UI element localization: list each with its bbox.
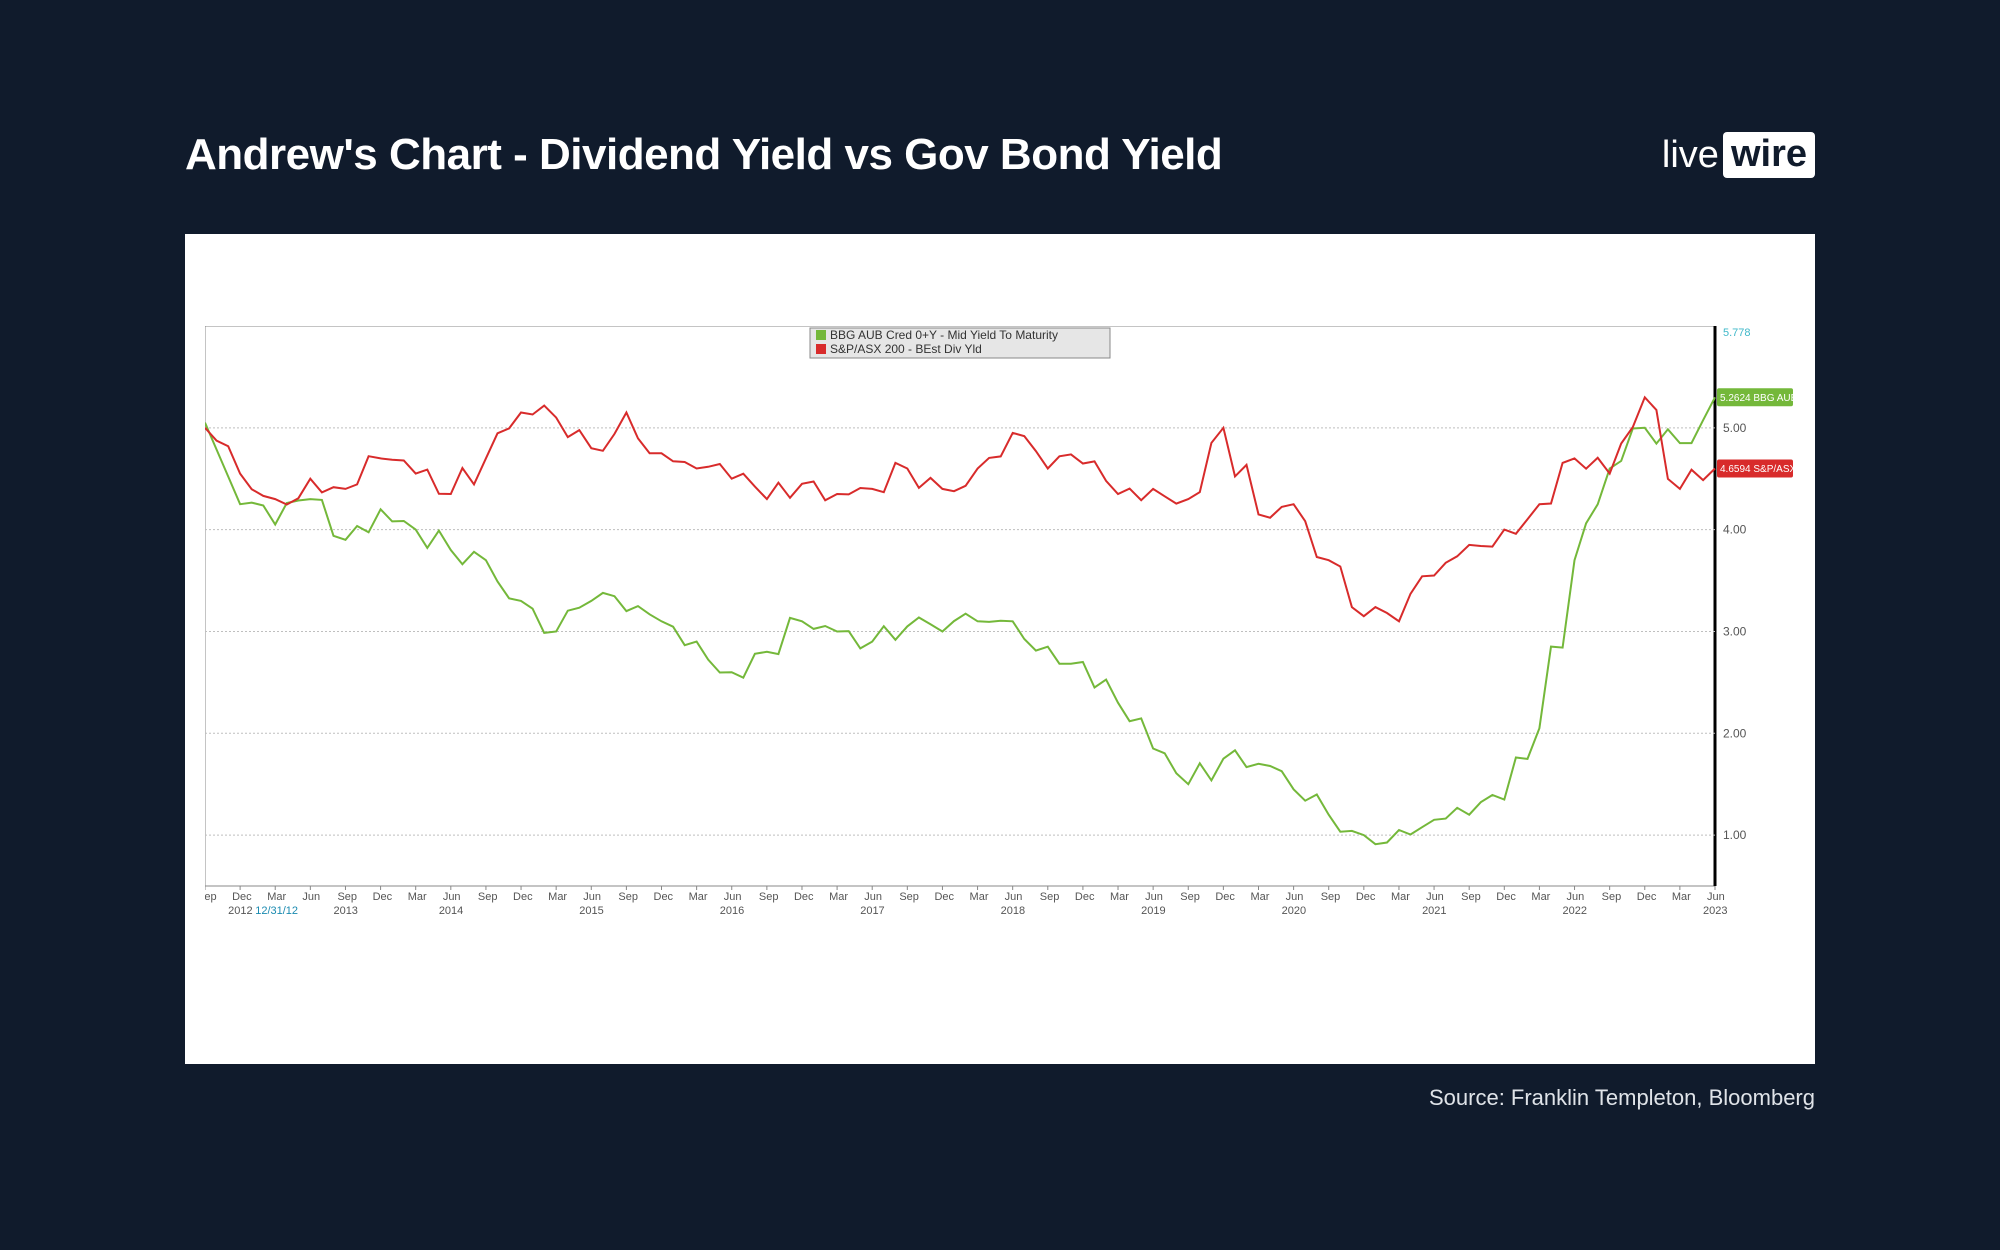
svg-text:Sep: Sep bbox=[899, 891, 919, 903]
page-title: Andrew's Chart - Dividend Yield vs Gov B… bbox=[185, 130, 1222, 180]
svg-text:Jun: Jun bbox=[1707, 891, 1725, 903]
svg-text:Dec: Dec bbox=[1496, 891, 1516, 903]
svg-text:2021: 2021 bbox=[1422, 905, 1446, 917]
svg-text:Dec: Dec bbox=[794, 891, 814, 903]
svg-text:Jun: Jun bbox=[302, 891, 320, 903]
chart-card: 1.00 2.00 3.00 4.00 5.00 5.778 Sep Dec 2012 Mar 12… bbox=[185, 234, 1815, 1064]
svg-text:Sep: Sep bbox=[1180, 891, 1200, 903]
svg-text:2015: 2015 bbox=[579, 905, 603, 917]
svg-text:3.00: 3.00 bbox=[1723, 624, 1747, 638]
svg-text:Sep: Sep bbox=[478, 891, 498, 903]
logo-live-text: live bbox=[1662, 134, 1719, 177]
svg-text:BBG AUB Cred 0+Y - Mid Yield T: BBG AUB Cred 0+Y - Mid Yield To Maturity bbox=[830, 328, 1058, 342]
svg-text:Dec: Dec bbox=[373, 891, 393, 903]
svg-text:Sep: Sep bbox=[759, 891, 779, 903]
svg-text:2013: 2013 bbox=[333, 905, 357, 917]
svg-text:Sep: Sep bbox=[618, 891, 638, 903]
svg-text:2017: 2017 bbox=[860, 905, 884, 917]
svg-text:Mar: Mar bbox=[1672, 891, 1691, 903]
svg-text:2020: 2020 bbox=[1282, 905, 1306, 917]
svg-text:Jun: Jun bbox=[1145, 891, 1163, 903]
svg-text:2018: 2018 bbox=[1001, 905, 1025, 917]
svg-text:2016: 2016 bbox=[720, 905, 744, 917]
svg-text:Sep: Sep bbox=[1602, 891, 1622, 903]
svg-text:2023: 2023 bbox=[1703, 905, 1727, 917]
svg-text:Jun: Jun bbox=[724, 891, 742, 903]
svg-text:Mar: Mar bbox=[408, 891, 427, 903]
svg-text:Sep: Sep bbox=[337, 891, 357, 903]
svg-text:Mar: Mar bbox=[1110, 891, 1129, 903]
svg-text:Dec: Dec bbox=[513, 891, 533, 903]
svg-text:Dec: Dec bbox=[1215, 891, 1235, 903]
svg-text:Sep: Sep bbox=[1461, 891, 1481, 903]
svg-text:Mar: Mar bbox=[1391, 891, 1410, 903]
svg-text:Mar: Mar bbox=[829, 891, 848, 903]
svg-text:S&P/ASX 200 - BEst Div Yld: S&P/ASX 200 - BEst Div Yld bbox=[830, 342, 982, 356]
source-attribution: Source: Franklin Templeton, Bloomberg bbox=[1429, 1085, 1815, 1111]
page-root: Andrew's Chart - Dividend Yield vs Gov B… bbox=[0, 0, 2000, 1250]
logo-wire-text: wire bbox=[1723, 132, 1815, 178]
svg-text:Jun: Jun bbox=[1567, 891, 1585, 903]
svg-text:Dec: Dec bbox=[934, 891, 954, 903]
svg-text:Jun: Jun bbox=[1426, 891, 1444, 903]
svg-text:2019: 2019 bbox=[1141, 905, 1165, 917]
svg-text:2014: 2014 bbox=[439, 905, 463, 917]
svg-text:Sep: Sep bbox=[205, 891, 217, 903]
svg-text:5.2624 BBG AUB C: 5.2624 BBG AUB C bbox=[1720, 393, 1795, 404]
svg-text:Jun: Jun bbox=[443, 891, 461, 903]
svg-text:2022: 2022 bbox=[1563, 905, 1587, 917]
svg-text:Dec: Dec bbox=[1637, 891, 1657, 903]
svg-text:1.00: 1.00 bbox=[1723, 828, 1747, 842]
svg-text:Jun: Jun bbox=[1286, 891, 1304, 903]
svg-text:Sep: Sep bbox=[1321, 891, 1341, 903]
svg-text:2.00: 2.00 bbox=[1723, 726, 1747, 740]
svg-text:Mar: Mar bbox=[548, 891, 567, 903]
svg-text:Mar: Mar bbox=[267, 891, 286, 903]
livewire-logo: live wire bbox=[1662, 132, 1815, 178]
svg-text:Jun: Jun bbox=[864, 891, 882, 903]
svg-text:2012: 2012 bbox=[228, 905, 252, 917]
svg-text:4.00: 4.00 bbox=[1723, 523, 1747, 537]
svg-text:Mar: Mar bbox=[1531, 891, 1550, 903]
svg-text:12/31/12: 12/31/12 bbox=[255, 905, 298, 917]
svg-text:Mar: Mar bbox=[1250, 891, 1269, 903]
header: Andrew's Chart - Dividend Yield vs Gov B… bbox=[185, 130, 1815, 180]
svg-text:Dec: Dec bbox=[1356, 891, 1376, 903]
svg-text:4.6594 S&P/ASX 2: 4.6594 S&P/ASX 2 bbox=[1720, 464, 1795, 475]
svg-text:Sep: Sep bbox=[1040, 891, 1060, 903]
svg-text:Dec: Dec bbox=[654, 891, 674, 903]
svg-text:Jun: Jun bbox=[583, 891, 601, 903]
svg-text:Mar: Mar bbox=[689, 891, 708, 903]
svg-text:5.778: 5.778 bbox=[1723, 327, 1751, 339]
svg-text:5.00: 5.00 bbox=[1723, 421, 1747, 435]
svg-text:Mar: Mar bbox=[970, 891, 989, 903]
svg-text:Jun: Jun bbox=[1005, 891, 1023, 903]
line-chart: 1.00 2.00 3.00 4.00 5.00 5.778 Sep Dec 2012 Mar 12… bbox=[205, 326, 1795, 926]
svg-text:Dec: Dec bbox=[232, 891, 252, 903]
svg-text:Dec: Dec bbox=[1075, 891, 1095, 903]
